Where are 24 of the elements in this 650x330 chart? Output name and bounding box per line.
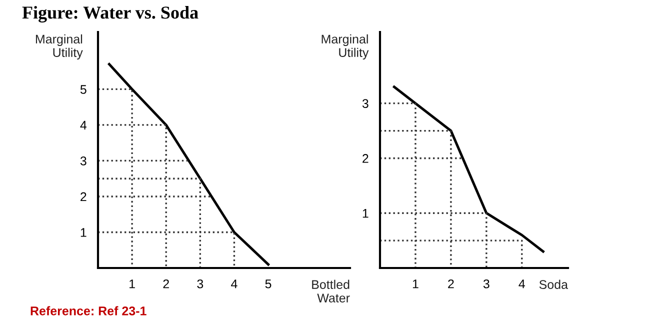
y-axis-title: Marginal Utility <box>322 34 369 60</box>
line-series <box>392 86 544 253</box>
y-tick-label: 3 <box>80 156 86 166</box>
y-tick-label: 3 <box>362 99 368 108</box>
x-tick-label: 5 <box>265 280 272 288</box>
x-tick-label: 1 <box>412 280 418 288</box>
x-tick-label: 4 <box>518 280 525 288</box>
y-tick-label: 2 <box>362 154 368 163</box>
y-tick-label: 1 <box>362 209 368 218</box>
x-tick-label: 2 <box>163 279 169 288</box>
x-tick-label: 2 <box>448 279 454 288</box>
x-tick-label: 4 <box>231 280 238 288</box>
x-tick-label: 3 <box>483 279 490 288</box>
y-tick-label: 2 <box>80 192 86 202</box>
x-tick-label: 3 <box>197 279 204 288</box>
y-tick-label: 4 <box>80 120 87 130</box>
y-tick-label: 5 <box>80 85 86 94</box>
x-tick-label: 1 <box>130 280 135 288</box>
chart-title: Figure: Water vs. Soda <box>22 6 198 23</box>
y-tick-label: 1 <box>80 228 86 237</box>
x-axis-title: Bottled Water <box>312 280 350 302</box>
text: Reference: Ref 23-1 <box>30 306 146 316</box>
y-axis-title: Marginal Utility <box>36 34 83 60</box>
x-axis-title: Soda <box>539 280 568 289</box>
